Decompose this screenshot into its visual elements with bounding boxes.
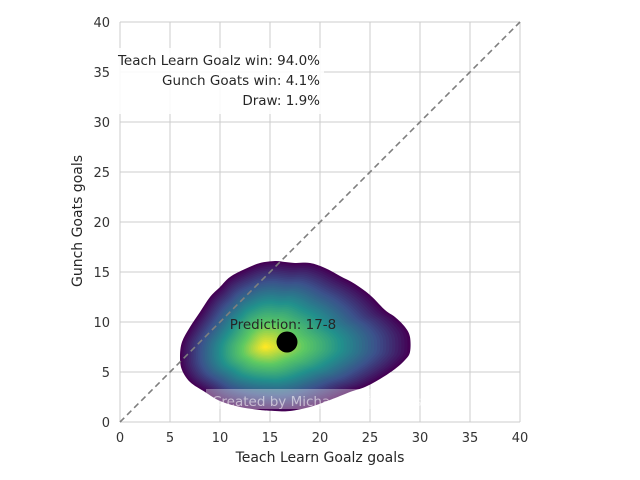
- win-probability-box: Teach Learn Goalz win: 94.0% Gunch Goats…: [110, 48, 324, 114]
- y-tick-label: 0: [102, 416, 110, 431]
- y-tick-label: 10: [93, 316, 110, 331]
- x-tick-label: 10: [212, 431, 229, 446]
- x-tick-label: 35: [462, 431, 479, 446]
- x-tick-label: 25: [362, 431, 379, 446]
- y-tick-label: 35: [93, 66, 110, 81]
- x-tick-label: 30: [412, 431, 429, 446]
- y-tick-label: 15: [93, 266, 110, 281]
- y-tick-label: 25: [93, 166, 110, 181]
- chart-overlay: Prediction: 17-8 Created by Michael Nefio…: [119, 21, 521, 423]
- away-win-annotation: Gunch Goats win: 4.1%: [162, 73, 320, 89]
- x-axis-label: Teach Learn Goalz goals: [235, 450, 405, 466]
- x-tick-label: 15: [262, 431, 279, 446]
- x-tick-label: 0: [116, 431, 124, 446]
- x-tick-label: 40: [512, 431, 529, 446]
- y-tick-label: 40: [93, 16, 110, 31]
- density-contour: [263, 345, 268, 349]
- y-tick-label: 30: [93, 116, 110, 131]
- prediction-point: [276, 331, 298, 353]
- draw-annotation: Draw: 1.9%: [242, 93, 320, 109]
- draw-diagonal-line: [119, 21, 521, 423]
- x-tick-label: 5: [166, 431, 174, 446]
- y-axis-label: Gunch Goats goals: [70, 155, 86, 287]
- watermark-band: [206, 389, 416, 409]
- x-tick-label: 20: [312, 431, 329, 446]
- watermark-text: Created by Michael Nefiodovas: [212, 394, 422, 410]
- y-tick-label: 5: [102, 366, 110, 381]
- prediction-label: Prediction: 17-8: [230, 317, 337, 333]
- y-tick-label: 20: [93, 216, 110, 231]
- home-win-annotation: Teach Learn Goalz win: 94.0%: [117, 53, 320, 69]
